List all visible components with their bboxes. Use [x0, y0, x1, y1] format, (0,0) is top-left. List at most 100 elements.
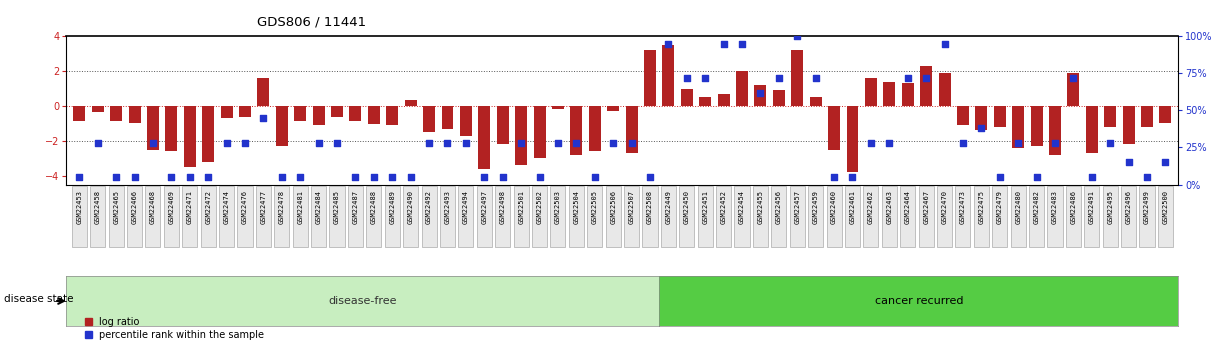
Point: [272, 174, 292, 180]
FancyBboxPatch shape: [882, 186, 897, 247]
Bar: [146, 106, 159, 150]
Text: GSM22469: GSM22469: [169, 190, 175, 224]
Text: GSM22454: GSM22454: [739, 190, 745, 224]
Bar: [183, 106, 196, 167]
FancyBboxPatch shape: [385, 186, 400, 247]
FancyBboxPatch shape: [108, 186, 124, 247]
Bar: [368, 106, 380, 124]
Text: GSM22506: GSM22506: [610, 190, 616, 224]
Text: GDS806 / 11441: GDS806 / 11441: [257, 16, 367, 29]
Text: GSM22456: GSM22456: [776, 190, 782, 224]
FancyBboxPatch shape: [661, 186, 676, 247]
Text: GSM22468: GSM22468: [150, 190, 156, 224]
Text: GSM22462: GSM22462: [868, 190, 873, 224]
Point: [824, 174, 844, 180]
FancyBboxPatch shape: [1102, 186, 1118, 247]
Point: [898, 75, 918, 80]
Point: [843, 174, 862, 180]
Point: [512, 140, 531, 146]
Bar: [497, 106, 509, 145]
FancyBboxPatch shape: [330, 186, 344, 247]
FancyBboxPatch shape: [568, 186, 584, 247]
Point: [935, 41, 954, 46]
Text: GSM22493: GSM22493: [444, 190, 450, 224]
FancyBboxPatch shape: [1121, 186, 1137, 247]
Point: [180, 174, 199, 180]
FancyBboxPatch shape: [311, 186, 326, 247]
Point: [861, 140, 881, 146]
Text: GSM22497: GSM22497: [481, 190, 487, 224]
Text: GSM22487: GSM22487: [353, 190, 358, 224]
Point: [143, 140, 162, 146]
Text: GSM22459: GSM22459: [813, 190, 819, 224]
Text: GSM22488: GSM22488: [371, 190, 376, 224]
Point: [732, 41, 752, 46]
FancyBboxPatch shape: [293, 186, 308, 247]
Text: GSM22451: GSM22451: [702, 190, 708, 224]
Text: GSM22472: GSM22472: [205, 190, 212, 224]
FancyBboxPatch shape: [900, 186, 915, 247]
Bar: [645, 50, 656, 106]
Text: GSM22477: GSM22477: [261, 190, 267, 224]
FancyBboxPatch shape: [716, 186, 731, 247]
Text: GSM22495: GSM22495: [1107, 190, 1113, 224]
Point: [1138, 174, 1157, 180]
FancyBboxPatch shape: [956, 186, 970, 247]
Bar: [552, 106, 563, 109]
Text: GSM22467: GSM22467: [924, 190, 929, 224]
FancyBboxPatch shape: [164, 186, 178, 247]
FancyBboxPatch shape: [514, 186, 529, 247]
Point: [604, 140, 624, 146]
FancyBboxPatch shape: [533, 186, 547, 247]
Point: [1064, 75, 1084, 80]
Text: GSM22452: GSM22452: [721, 190, 727, 224]
Point: [475, 174, 494, 180]
Bar: [883, 82, 895, 106]
Text: GSM22504: GSM22504: [573, 190, 579, 224]
Point: [1046, 140, 1065, 146]
Bar: [717, 94, 729, 106]
Point: [438, 140, 458, 146]
Bar: [349, 106, 362, 121]
FancyBboxPatch shape: [367, 186, 381, 247]
Point: [327, 140, 347, 146]
Legend: log ratio, percentile rank within the sample: log ratio, percentile rank within the sa…: [85, 317, 264, 340]
Text: GSM22464: GSM22464: [905, 190, 910, 224]
Point: [549, 140, 568, 146]
FancyBboxPatch shape: [605, 186, 621, 247]
Point: [1119, 159, 1139, 165]
Bar: [920, 66, 932, 106]
Point: [990, 174, 1010, 180]
FancyBboxPatch shape: [145, 186, 160, 247]
FancyBboxPatch shape: [550, 186, 566, 247]
Bar: [975, 106, 988, 130]
Point: [364, 174, 384, 180]
Text: GSM22461: GSM22461: [850, 190, 856, 224]
Bar: [772, 90, 785, 106]
Text: GSM22475: GSM22475: [978, 190, 984, 224]
Text: GSM22450: GSM22450: [684, 190, 690, 224]
Text: GSM22483: GSM22483: [1052, 190, 1058, 224]
FancyBboxPatch shape: [827, 186, 841, 247]
Text: GSM22465: GSM22465: [113, 190, 119, 224]
Text: GSM22481: GSM22481: [298, 190, 304, 224]
Bar: [74, 106, 85, 121]
Point: [290, 174, 310, 180]
Text: GSM22476: GSM22476: [242, 190, 248, 224]
Text: GSM22498: GSM22498: [499, 190, 506, 224]
Point: [621, 140, 641, 146]
Bar: [589, 106, 600, 151]
Point: [456, 140, 476, 146]
FancyBboxPatch shape: [845, 186, 860, 247]
Text: GSM22496: GSM22496: [1125, 190, 1132, 224]
FancyBboxPatch shape: [348, 186, 363, 247]
Point: [124, 174, 144, 180]
FancyBboxPatch shape: [90, 186, 106, 247]
Point: [750, 90, 770, 95]
Bar: [1012, 106, 1025, 148]
Point: [346, 174, 365, 180]
FancyBboxPatch shape: [937, 186, 952, 247]
Bar: [1123, 106, 1134, 145]
Text: GSM22486: GSM22486: [1070, 190, 1076, 224]
FancyBboxPatch shape: [919, 186, 934, 247]
